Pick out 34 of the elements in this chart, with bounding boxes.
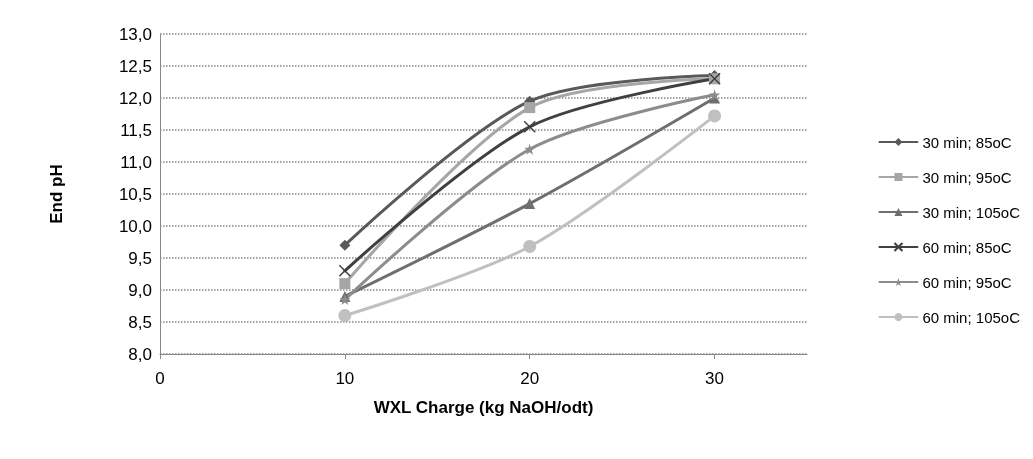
y-tick-label: 8,0: [128, 344, 152, 364]
point: [339, 294, 351, 306]
point: [339, 278, 351, 290]
x-axis-title: WXL Charge (kg NaOH/odt): [373, 398, 594, 417]
legend-label: 60 min; 95oC: [922, 273, 1012, 291]
x-tick-label: 30: [705, 369, 725, 388]
point: [523, 120, 536, 134]
y-tick-label: 8,5: [128, 312, 152, 332]
y-tick-label: 9,5: [128, 248, 152, 268]
y-tick-label: 11,5: [120, 120, 152, 140]
point: [339, 239, 351, 251]
y-tick-label: 13,0: [118, 24, 152, 44]
point: [524, 198, 536, 210]
y-tick-label: 11,0: [120, 152, 152, 172]
point: [524, 143, 536, 155]
point: [338, 309, 352, 323]
y-tick-label: 12,5: [118, 56, 152, 76]
y-tick-label: 12,0: [118, 88, 152, 108]
y-tick-label: 9,0: [128, 280, 152, 300]
y-axis-title: End pH: [47, 164, 66, 224]
legend-label: 30 min; 85oC: [922, 133, 1012, 151]
x-tick-label: 20: [520, 369, 540, 388]
legend-label: 30 min; 95oC: [922, 168, 1012, 186]
point: [523, 239, 537, 253]
legend-label: 60 min; 85oC: [922, 238, 1012, 256]
y-tick-label: 10,0: [118, 216, 152, 236]
point: [708, 109, 722, 123]
y-tick-label: 10,5: [118, 184, 152, 204]
point: [524, 102, 536, 114]
point: [338, 264, 352, 278]
x-tick-label: 0: [155, 369, 165, 388]
x-tick-label: 10: [335, 369, 355, 388]
legend-label: 30 min; 105oC: [922, 203, 1021, 221]
legend-label: 60 min; 105oC: [922, 308, 1021, 326]
